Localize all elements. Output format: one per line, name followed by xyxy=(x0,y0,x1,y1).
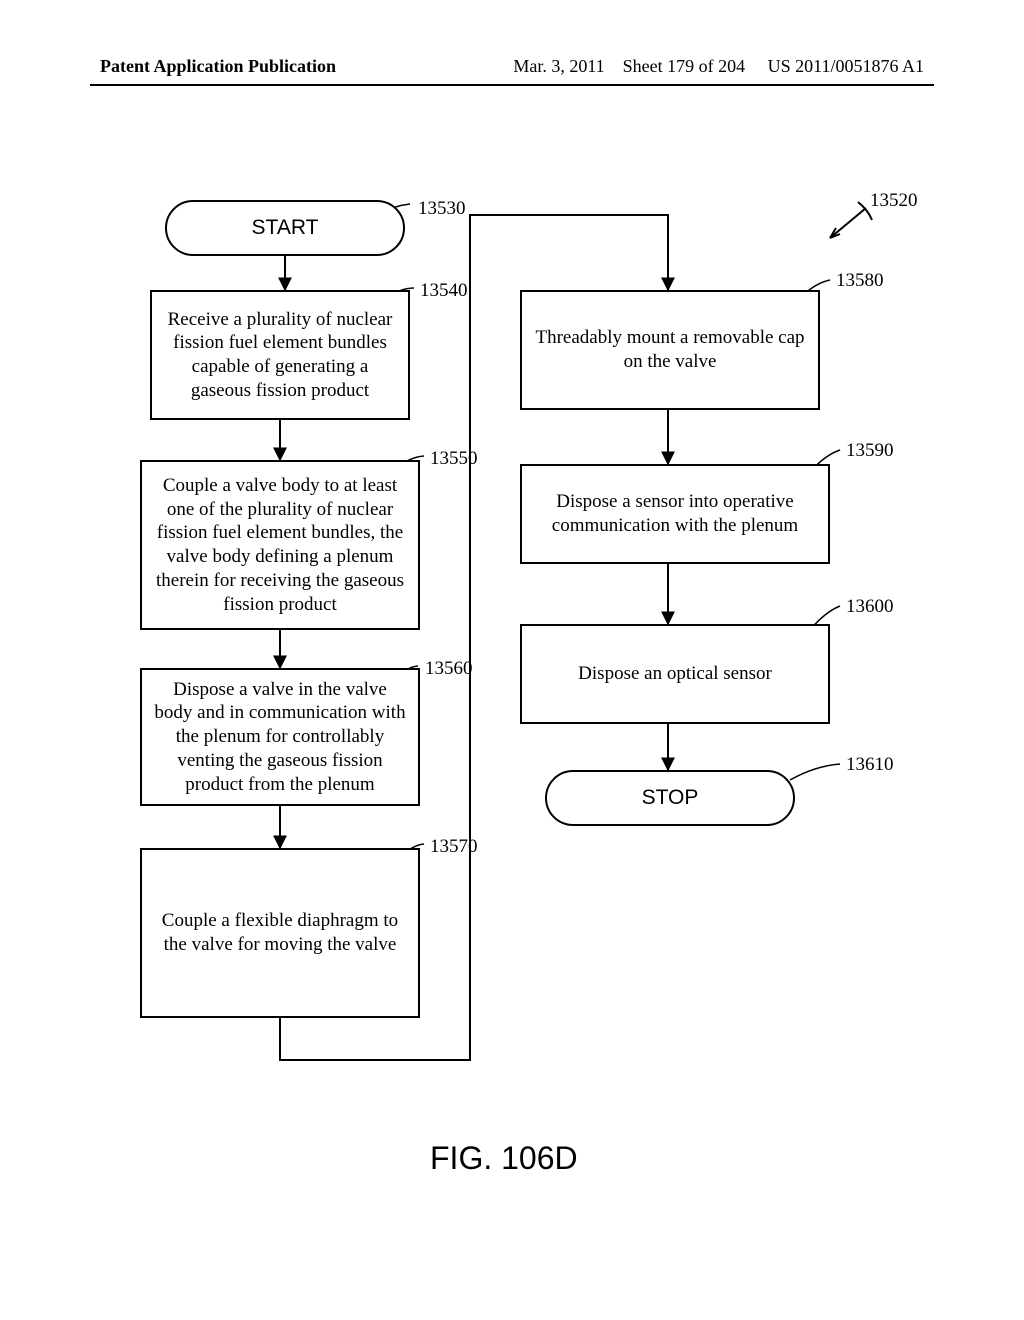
header-rule xyxy=(90,84,934,86)
ref-label-stop: 13610 xyxy=(846,754,894,776)
ref-label-n7: 13600 xyxy=(846,596,894,618)
process-couple-valve-body: Couple a valve body to at least one of t… xyxy=(140,460,420,630)
process-couple-diaphragm: Couple a flexible diaphragm to the valve… xyxy=(140,848,420,1018)
header-sheet: Sheet 179 of 204 xyxy=(623,56,745,76)
header-pubno: US 2011/0051876 A1 xyxy=(768,56,924,76)
header-right: Mar. 3, 2011 Sheet 179 of 204 US 2011/00… xyxy=(513,56,924,77)
page-header: Patent Application Publication Mar. 3, 2… xyxy=(0,56,1024,77)
process-receive-bundles: Receive a plurality of nuclear fission f… xyxy=(150,290,410,420)
process-dispose-valve: Dispose a valve in the valve body and in… xyxy=(140,668,420,806)
figure-label: FIG. 106D xyxy=(430,1140,578,1177)
n5-text: Threadably mount a removable cap on the … xyxy=(532,326,808,374)
n3-text: Dispose a valve in the valve body and in… xyxy=(152,678,408,797)
header-left: Patent Application Publication xyxy=(100,56,336,77)
n1-text: Receive a plurality of nuclear fission f… xyxy=(162,308,398,403)
ref-label-n4: 13570 xyxy=(430,836,478,858)
ref-label-n5: 13580 xyxy=(836,270,884,292)
ref-label-n3: 13560 xyxy=(425,658,473,680)
ref-label-start: 13530 xyxy=(418,198,466,220)
process-mount-cap: Threadably mount a removable cap on the … xyxy=(520,290,820,410)
start-text: START xyxy=(252,215,319,241)
n2-text: Couple a valve body to at least one of t… xyxy=(152,474,408,617)
start-node: START xyxy=(165,200,405,256)
ref-label-n1: 13540 xyxy=(420,280,468,302)
process-dispose-optical-sensor: Dispose an optical sensor xyxy=(520,624,830,724)
stop-node: STOP xyxy=(545,770,795,826)
ref-label-n2: 13550 xyxy=(430,448,478,470)
n4-text: Couple a flexible diaphragm to the valve… xyxy=(152,909,408,957)
stop-text: STOP xyxy=(642,785,699,811)
n7-text: Dispose an optical sensor xyxy=(578,662,772,686)
ref-label-n6: 13590 xyxy=(846,440,894,462)
flowchart: START 13530 Receive a plurality of nucle… xyxy=(0,180,1024,1180)
n6-text: Dispose a sensor into operative communic… xyxy=(532,490,818,538)
process-dispose-sensor: Dispose a sensor into operative communic… xyxy=(520,464,830,564)
header-date: Mar. 3, 2011 xyxy=(513,56,604,76)
page-ref-arrow-icon xyxy=(818,200,878,250)
